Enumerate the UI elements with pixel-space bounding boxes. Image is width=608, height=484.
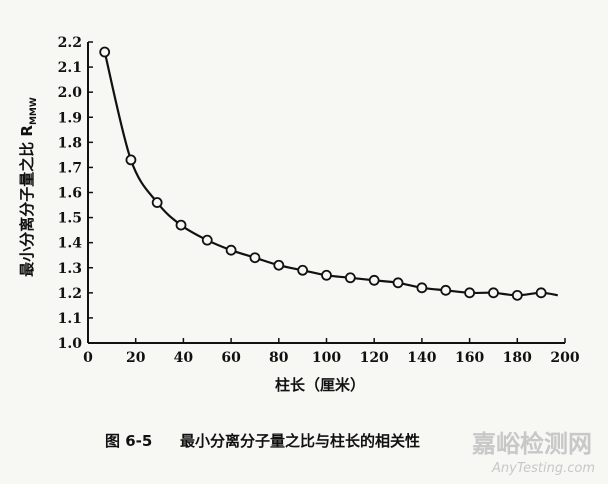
data-point bbox=[249, 252, 261, 264]
y-axis-title-main: 最小分离分子量之比 R bbox=[18, 125, 36, 277]
y-tick-label: 1.1 bbox=[58, 311, 82, 327]
x-tick-label: 140 bbox=[407, 350, 436, 366]
x-tick-label: 60 bbox=[221, 350, 241, 366]
watermark-sub: AnyTesting.com bbox=[491, 461, 595, 476]
x-axis-ticks: 0 20 40 60 80 100 120 140 160 180 200 bbox=[83, 338, 580, 366]
x-tick-label: 180 bbox=[503, 350, 532, 366]
y-axis-title: 最小分离分子量之比 RMMW bbox=[18, 97, 39, 277]
x-tick-label: 160 bbox=[455, 350, 484, 366]
y-tick-label: 1.7 bbox=[58, 160, 82, 176]
data-point bbox=[368, 274, 380, 286]
x-tick-label: 20 bbox=[126, 350, 146, 366]
data-point bbox=[321, 269, 332, 281]
y-tick-label: 1.0 bbox=[58, 336, 83, 352]
x-tick-label: 0 bbox=[83, 350, 93, 366]
data-point bbox=[416, 282, 428, 294]
data-point bbox=[297, 264, 309, 276]
data-point bbox=[175, 219, 187, 231]
data-point bbox=[440, 284, 452, 296]
data-point bbox=[201, 234, 213, 246]
data-point bbox=[125, 154, 137, 166]
y-tick-label: 1.8 bbox=[58, 135, 82, 151]
watermark-main: 嘉峪检测网 bbox=[472, 430, 592, 458]
data-point bbox=[392, 277, 404, 289]
y-tick-label: 2.0 bbox=[58, 85, 83, 101]
x-tick-label: 80 bbox=[269, 350, 289, 366]
y-tick-label: 1.9 bbox=[58, 110, 82, 126]
x-axis-title: 柱长（厘米） bbox=[275, 376, 365, 394]
data-point bbox=[273, 259, 285, 271]
data-points bbox=[99, 46, 547, 301]
y-tick-label: 2.2 bbox=[58, 35, 82, 51]
y-tick-label: 1.5 bbox=[58, 211, 82, 227]
watermark: 嘉峪检测网 AnyTesting.com bbox=[472, 430, 595, 476]
data-point bbox=[488, 287, 499, 299]
y-tick-label: 1.2 bbox=[58, 286, 82, 302]
fit-curve bbox=[103, 51, 558, 297]
y-tick-label: 2.1 bbox=[58, 60, 82, 76]
x-tick-label: 40 bbox=[174, 350, 194, 366]
data-point bbox=[344, 272, 356, 284]
y-tick-label: 1.3 bbox=[58, 261, 82, 277]
figure-caption-label: 图 6-5 bbox=[105, 432, 152, 450]
figure-caption-text: 最小分离分子量之比与柱长的相关性 bbox=[180, 432, 420, 450]
data-point bbox=[535, 287, 547, 299]
y-axis-title-subscript: MMW bbox=[29, 97, 39, 125]
data-point bbox=[225, 244, 237, 256]
data-point bbox=[99, 46, 111, 58]
y-tick-label: 1.4 bbox=[58, 236, 83, 252]
y-tick-label: 1.6 bbox=[58, 186, 82, 202]
data-point bbox=[511, 289, 523, 301]
x-tick-label: 100 bbox=[312, 350, 341, 366]
y-axis-ticks: 1.0 1.1 1.2 1.3 1.4 1.5 1.6 1.7 1.8 1.9 2.0 2.1 2.2 bbox=[58, 35, 93, 352]
data-point bbox=[151, 197, 163, 208]
figure-caption: 图 6-5 最小分离分子量之比与柱长的相关性 bbox=[105, 432, 420, 450]
x-tick-label: 120 bbox=[360, 350, 389, 366]
data-point bbox=[464, 287, 476, 299]
x-tick-label: 200 bbox=[550, 350, 579, 366]
